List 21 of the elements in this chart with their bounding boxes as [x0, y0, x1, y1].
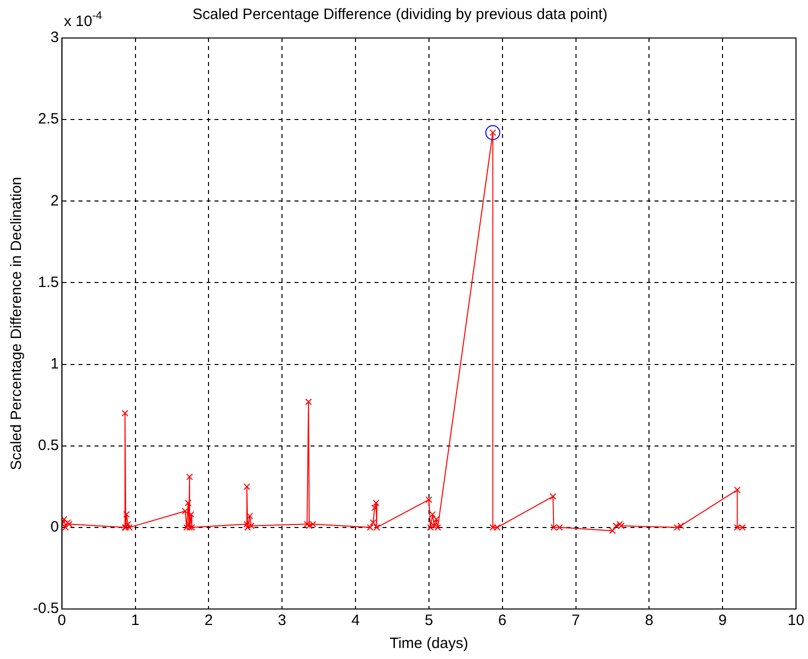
y-axis-title: Scaled Percentage Difference in Declination: [8, 176, 26, 470]
x-tick-label: 9: [718, 612, 727, 630]
x-tick-label: 10: [788, 612, 804, 630]
x-axis-title: Time (days): [390, 635, 468, 652]
x-tick-label: 7: [572, 612, 580, 630]
y-tick-label: 0: [50, 518, 59, 536]
x-tick-label: 4: [351, 612, 360, 630]
y-tick-label: 2.5: [38, 110, 59, 128]
x-tick-label: 1: [131, 612, 140, 630]
y-tick-label: 3: [50, 29, 59, 46]
chart-title: Scaled Percentage Difference (dividing by previous data point): [192, 6, 608, 24]
x-tick-label: 8: [645, 612, 654, 630]
y-tick-label: 0.5: [38, 437, 59, 454]
x-tick-label: 5: [424, 612, 434, 630]
y-tick-label: 1: [50, 355, 59, 372]
y-tick-label: 1.5: [38, 274, 59, 291]
y-tick-label: -0.5: [32, 600, 59, 618]
x-tick-label: 6: [498, 612, 507, 630]
y-tick-label: 2: [50, 192, 59, 210]
x-tick-label: 3: [278, 612, 286, 630]
x-tick-label: 2: [204, 612, 213, 630]
